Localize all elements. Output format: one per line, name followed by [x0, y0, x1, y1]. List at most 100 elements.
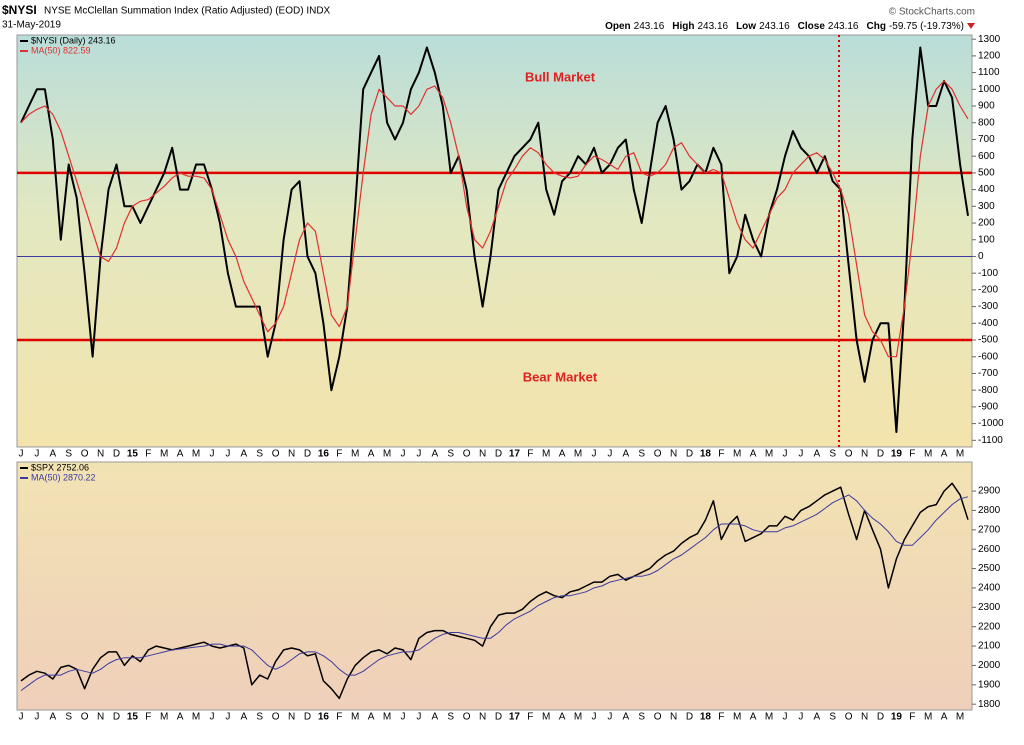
- x-tick-label: M: [956, 449, 964, 460]
- quote-value: -59.75 (-19.73%): [889, 21, 964, 32]
- y-tick-label: 1000: [978, 84, 1001, 95]
- x-tick-label: N: [670, 712, 677, 723]
- y-tick-label: -900: [978, 402, 998, 413]
- x-tick-label: A: [559, 449, 566, 460]
- x-tick-label: D: [304, 712, 311, 723]
- y-tick-label: 2800: [978, 505, 1001, 516]
- x-tick-label: M: [542, 449, 550, 460]
- x-tick-label: D: [113, 712, 120, 723]
- x-tick-label: S: [829, 712, 836, 723]
- x-tick-label: D: [877, 449, 884, 460]
- y-tick-label: -800: [978, 385, 998, 396]
- quote-label: High: [672, 21, 694, 32]
- x-tick-label: 18: [700, 712, 712, 723]
- x-tick-label: J: [209, 449, 214, 460]
- x-tick-label: F: [909, 449, 915, 460]
- description: NYSE McClellan Summation Index (Ratio Ad…: [44, 6, 331, 17]
- x-tick-label: S: [65, 712, 72, 723]
- y-tick-label: 800: [978, 117, 995, 128]
- x-tick-label: D: [877, 712, 884, 723]
- x-tick-label: M: [924, 712, 932, 723]
- series-line: [20, 46, 969, 433]
- x-tick-label: S: [256, 712, 263, 723]
- y-tick-label: 2600: [978, 544, 1001, 555]
- quote-label: Close: [798, 21, 826, 32]
- x-tick-label: D: [113, 449, 120, 460]
- y-tick-label: 2100: [978, 641, 1001, 652]
- x-tick-label: F: [718, 449, 724, 460]
- x-tick-label: M: [733, 712, 741, 723]
- x-tick-label: D: [686, 712, 693, 723]
- x-tick-label: F: [336, 449, 342, 460]
- y-tick-label: -500: [978, 335, 998, 346]
- x-tick-label: A: [368, 449, 375, 460]
- x-tick-label: J: [591, 449, 596, 460]
- x-tick-label: J: [34, 712, 39, 723]
- y-tick-label: 1300: [978, 34, 1001, 45]
- annotation: Bear Market: [523, 369, 598, 384]
- x-tick-label: A: [431, 449, 438, 460]
- y-tick-label: 600: [978, 151, 995, 162]
- panel-background: [16, 461, 973, 711]
- x-tick-label: F: [909, 712, 915, 723]
- x-tick-label: N: [288, 712, 295, 723]
- x-tick-label: A: [368, 712, 375, 723]
- y-tick-label: 300: [978, 201, 995, 212]
- x-tick-label: M: [956, 712, 964, 723]
- x-tick-label: 16: [318, 712, 330, 723]
- x-tick-label: A: [49, 712, 56, 723]
- x-tick-label: A: [813, 449, 820, 460]
- x-tick-label: N: [861, 449, 868, 460]
- x-tick-label: A: [240, 449, 247, 460]
- y-tick-label: 1800: [978, 699, 1001, 710]
- x-tick-label: S: [638, 449, 645, 460]
- x-tick-label: A: [559, 712, 566, 723]
- x-tick-label: 16: [318, 449, 330, 460]
- x-tick-label: F: [145, 449, 151, 460]
- x-tick-label: A: [941, 712, 948, 723]
- x-tick-label: M: [924, 449, 932, 460]
- x-tick-label: J: [225, 712, 230, 723]
- x-tick-label: J: [798, 449, 803, 460]
- x-tick-label: M: [765, 712, 773, 723]
- x-tick-label: S: [829, 449, 836, 460]
- y-tick-label: 200: [978, 218, 995, 229]
- x-tick-label: J: [400, 712, 405, 723]
- quote-value: 243.16: [634, 21, 665, 32]
- x-tick-label: S: [447, 449, 454, 460]
- x-tick-label: 19: [891, 449, 903, 460]
- y-tick-label: 1900: [978, 679, 1001, 690]
- x-tick-label: F: [718, 712, 724, 723]
- x-tick-label: J: [607, 449, 612, 460]
- x-tick-label: J: [34, 449, 39, 460]
- x-tick-label: O: [272, 449, 280, 460]
- y-tick-label: 900: [978, 101, 995, 112]
- x-tick-label: M: [542, 712, 550, 723]
- y-tick-label: -700: [978, 368, 998, 379]
- x-tick-label: N: [670, 449, 677, 460]
- x-tick-label: N: [288, 449, 295, 460]
- x-tick-label: A: [622, 449, 629, 460]
- x-tick-label: A: [177, 712, 184, 723]
- x-tick-label: D: [304, 449, 311, 460]
- x-tick-label: S: [65, 449, 72, 460]
- x-tick-label: F: [527, 449, 533, 460]
- x-tick-label: J: [416, 449, 421, 460]
- x-tick-label: A: [622, 712, 629, 723]
- x-tick-label: D: [495, 449, 502, 460]
- x-tick-label: D: [686, 449, 693, 460]
- x-tick-label: M: [192, 712, 200, 723]
- x-tick-label: A: [240, 712, 247, 723]
- x-tick-label: M: [351, 712, 359, 723]
- x-tick-label: J: [607, 712, 612, 723]
- x-tick-label: J: [18, 712, 23, 723]
- quote-value: 243.16: [828, 21, 859, 32]
- x-tick-label: N: [479, 712, 486, 723]
- x-tick-label: N: [97, 449, 104, 460]
- x-tick-label: A: [750, 712, 757, 723]
- x-tick-label: J: [416, 712, 421, 723]
- x-tick-label: S: [447, 712, 454, 723]
- x-tick-label: O: [845, 449, 853, 460]
- x-tick-label: F: [336, 712, 342, 723]
